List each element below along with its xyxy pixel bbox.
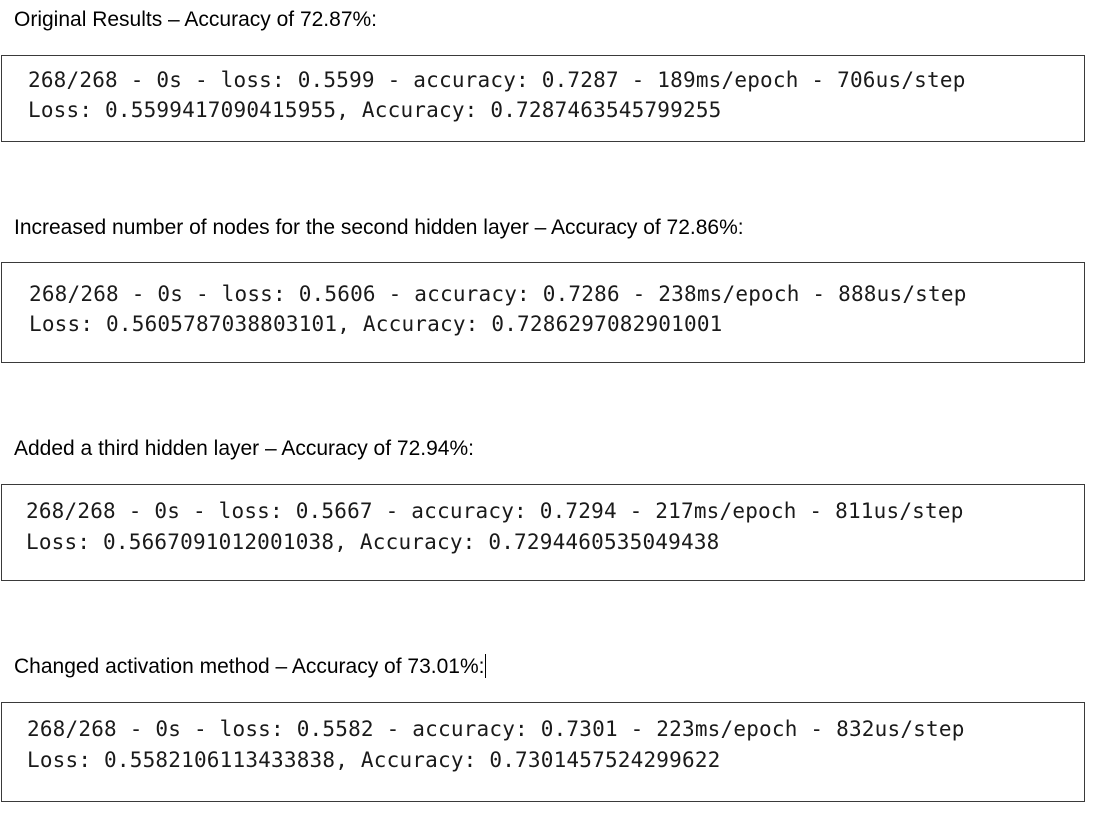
output-line-loss-accuracy: Loss: 0.5605787038803101, Accuracy: 0.72… bbox=[29, 312, 723, 336]
section-heading-text: Changed activation method – Accuracy of … bbox=[14, 655, 485, 678]
output-box-original-results: 268/268 - 0s - loss: 0.5599 - accuracy: … bbox=[1, 55, 1085, 142]
output-box-increased-nodes: 268/268 - 0s - loss: 0.5606 - accuracy: … bbox=[1, 262, 1085, 363]
output-line-epoch-summary: 268/268 - 0s - loss: 0.5606 - accuracy: … bbox=[29, 282, 967, 306]
output-line-epoch-summary: 268/268 - 0s - loss: 0.5582 - accuracy: … bbox=[27, 717, 965, 741]
output-line-epoch-summary: 268/268 - 0s - loss: 0.5599 - accuracy: … bbox=[28, 68, 966, 92]
output-line-loss-accuracy: Loss: 0.5582106113433838, Accuracy: 0.73… bbox=[27, 748, 721, 772]
output-line-loss-accuracy: Loss: 0.5599417090415955, Accuracy: 0.72… bbox=[28, 98, 722, 122]
section-heading-changed-activation: Changed activation method – Accuracy of … bbox=[14, 654, 487, 680]
output-line-epoch-summary: 268/268 - 0s - loss: 0.5667 - accuracy: … bbox=[26, 499, 964, 523]
section-heading-original-results: Original Results – Accuracy of 72.87%: bbox=[14, 8, 378, 31]
section-heading-third-hidden-layer: Added a third hidden layer – Accuracy of… bbox=[14, 437, 474, 460]
output-box-third-hidden-layer: 268/268 - 0s - loss: 0.5667 - accuracy: … bbox=[1, 484, 1085, 581]
output-line-loss-accuracy: Loss: 0.5667091012001038, Accuracy: 0.72… bbox=[26, 530, 720, 554]
text-cursor bbox=[485, 654, 487, 678]
section-heading-increased-nodes: Increased number of nodes for the second… bbox=[14, 216, 744, 239]
output-box-changed-activation: 268/268 - 0s - loss: 0.5582 - accuracy: … bbox=[1, 702, 1085, 802]
